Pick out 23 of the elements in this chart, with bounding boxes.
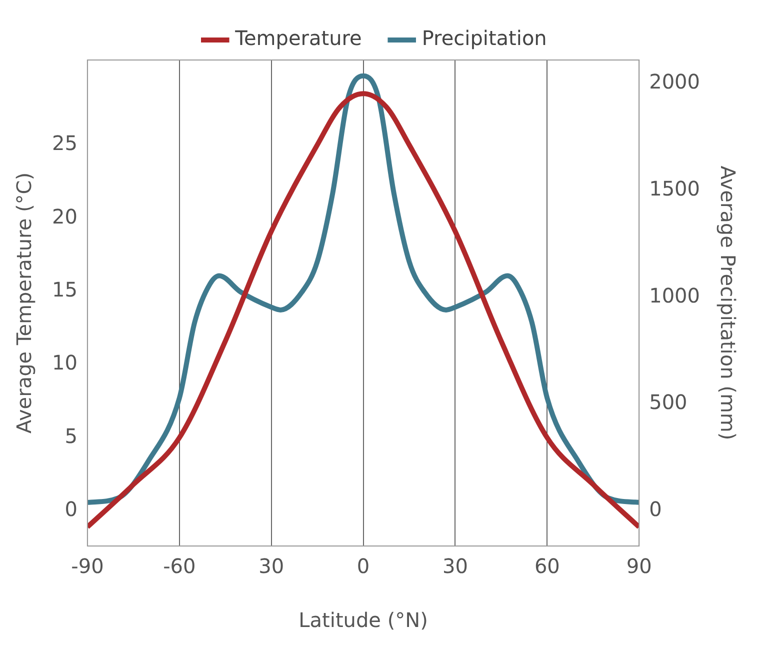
x-tick-label: 60 xyxy=(534,554,560,578)
y2-tick-label: 1500 xyxy=(649,176,700,200)
y-tick-label: 0 xyxy=(64,497,78,522)
y2-tick-label: 2000 xyxy=(649,70,700,94)
x-tick-label: 90 xyxy=(626,554,652,578)
y-axis-title: Average Temperature (°C) xyxy=(12,172,36,434)
y2-tick-label: 500 xyxy=(649,390,688,414)
y-tick-label: 15 xyxy=(52,277,78,302)
legend-label: Precipitation xyxy=(422,26,547,50)
x-tick-label: 30 xyxy=(442,554,468,578)
y-tick-label: 25 xyxy=(52,131,78,156)
x-tick-label: 0 xyxy=(356,554,370,578)
y2-tick-label: 0 xyxy=(649,497,662,522)
y2-tick-label: 1000 xyxy=(649,283,700,308)
y-tick-label: 5 xyxy=(64,424,78,448)
x-tick-label: 30 xyxy=(258,554,284,578)
y2-axis-title: Average Precipitation (mm) xyxy=(716,166,740,440)
y-tick-label: 20 xyxy=(52,204,78,228)
legend-label: Temperature xyxy=(234,26,362,50)
x-tick-label: -60 xyxy=(163,554,196,578)
y-tick-label: 10 xyxy=(52,350,78,375)
x-tick-label: -90 xyxy=(71,554,104,578)
x-axis-title: Latitude (°N) xyxy=(298,608,428,632)
